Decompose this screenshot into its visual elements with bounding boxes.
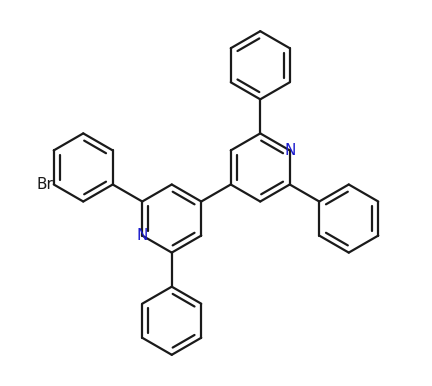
Text: N: N <box>137 228 148 243</box>
Text: N: N <box>284 143 295 158</box>
Text: Br: Br <box>37 177 54 192</box>
